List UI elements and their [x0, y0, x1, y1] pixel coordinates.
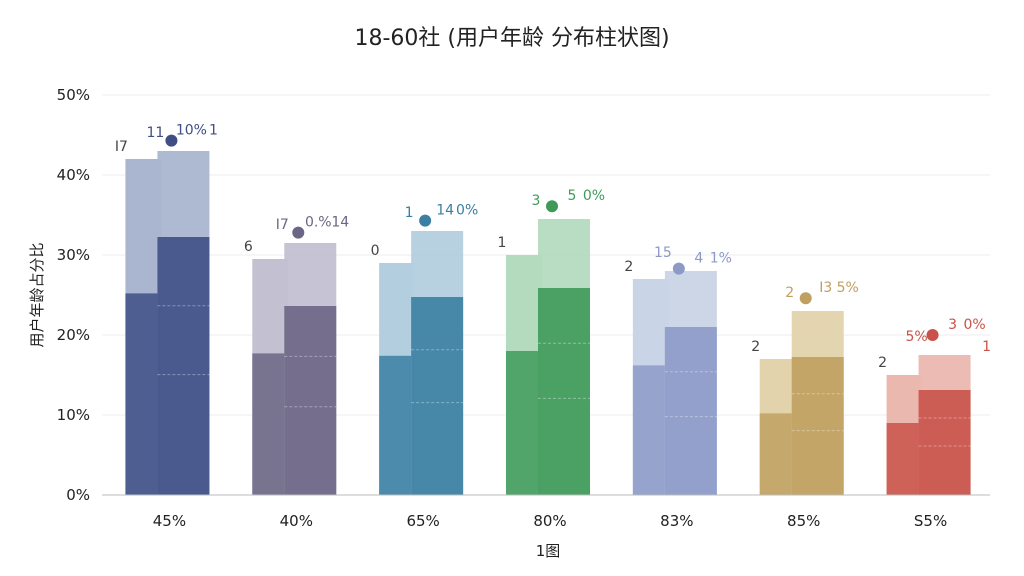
data-label: 1	[405, 205, 414, 221]
data-label: I7	[115, 139, 128, 155]
x-tick-label: 80%	[533, 512, 566, 530]
y-tick-label: 10%	[57, 406, 90, 424]
data-label: 0.%	[305, 215, 332, 231]
x-tick-label: 40%	[280, 512, 313, 530]
data-label: 10%	[176, 123, 207, 139]
bar-marker	[799, 292, 812, 305]
bars	[125, 134, 971, 495]
data-label: 5%	[905, 329, 927, 345]
back-bar-segment	[632, 365, 669, 495]
x-tick-label: 83%	[660, 512, 693, 530]
front-bar-segment	[918, 390, 971, 495]
data-label: 1	[498, 235, 507, 251]
bar-marker	[672, 262, 685, 275]
data-label: 14	[331, 215, 349, 231]
front-bar-segment	[664, 327, 717, 495]
y-tick-label: 20%	[57, 326, 90, 344]
bar-marker	[165, 134, 178, 147]
chart-title: 18-60社 (用户年龄 分布柱状图)	[354, 26, 670, 51]
data-label: 3	[532, 193, 541, 209]
data-label: 1%	[710, 251, 732, 267]
bar-marker	[926, 329, 939, 341]
data-label: 2	[624, 259, 633, 275]
data-label: 1	[209, 123, 218, 139]
bar-marker	[292, 226, 305, 239]
x-tick-label: 65%	[406, 512, 439, 530]
data-label: 0%	[456, 203, 478, 219]
data-label: 0	[371, 243, 380, 259]
y-axis-ticks: 0% 10% 20% 30% 40% 50%	[57, 86, 90, 504]
data-label: 2	[785, 285, 794, 301]
data-label: 5%	[837, 280, 859, 296]
data-label: 2	[878, 355, 887, 371]
x-tick-label: 85%	[787, 512, 820, 530]
front-bar-segment	[411, 297, 464, 495]
data-label: I3	[819, 280, 832, 296]
data-label: I7	[276, 217, 289, 233]
back-bar-segment	[506, 351, 542, 495]
y-tick-label: 30%	[57, 246, 90, 264]
y-tick-label: 50%	[57, 86, 90, 104]
x-tick-label: 45%	[153, 512, 186, 530]
x-axis-label: 1图	[536, 542, 561, 560]
data-label: 2	[751, 339, 760, 355]
data-label: 0%	[583, 188, 605, 204]
y-tick-label: 40%	[57, 166, 90, 184]
x-tick-label: S5%	[914, 512, 947, 530]
x-axis-ticks: 45% 40% 65% 80% 83% 85% S5%	[153, 512, 947, 530]
front-bar-segment	[791, 357, 844, 495]
back-bar-segment	[379, 355, 416, 495]
data-label: 4	[694, 251, 703, 267]
bar-marker	[419, 214, 432, 227]
back-bar-segment	[759, 413, 796, 495]
data-label: 5	[568, 188, 577, 204]
y-tick-label: 0%	[66, 486, 90, 504]
data-label: 3	[948, 317, 957, 333]
data-label: 6	[244, 239, 253, 255]
data-label: 15	[654, 245, 672, 261]
front-bar-segment	[157, 237, 210, 495]
back-bar-segment	[886, 423, 923, 495]
front-bar-segment	[284, 306, 337, 495]
bar-marker	[546, 200, 558, 213]
data-label: 14	[436, 203, 454, 219]
data-label: 1	[982, 339, 991, 355]
back-bar-segment	[252, 353, 289, 495]
data-label: 11	[147, 125, 165, 141]
back-bar-segment	[125, 293, 162, 495]
y-axis-label: 用户年龄占分比	[28, 242, 46, 347]
front-bar-segment	[538, 288, 590, 495]
data-label: 0%	[963, 317, 985, 333]
